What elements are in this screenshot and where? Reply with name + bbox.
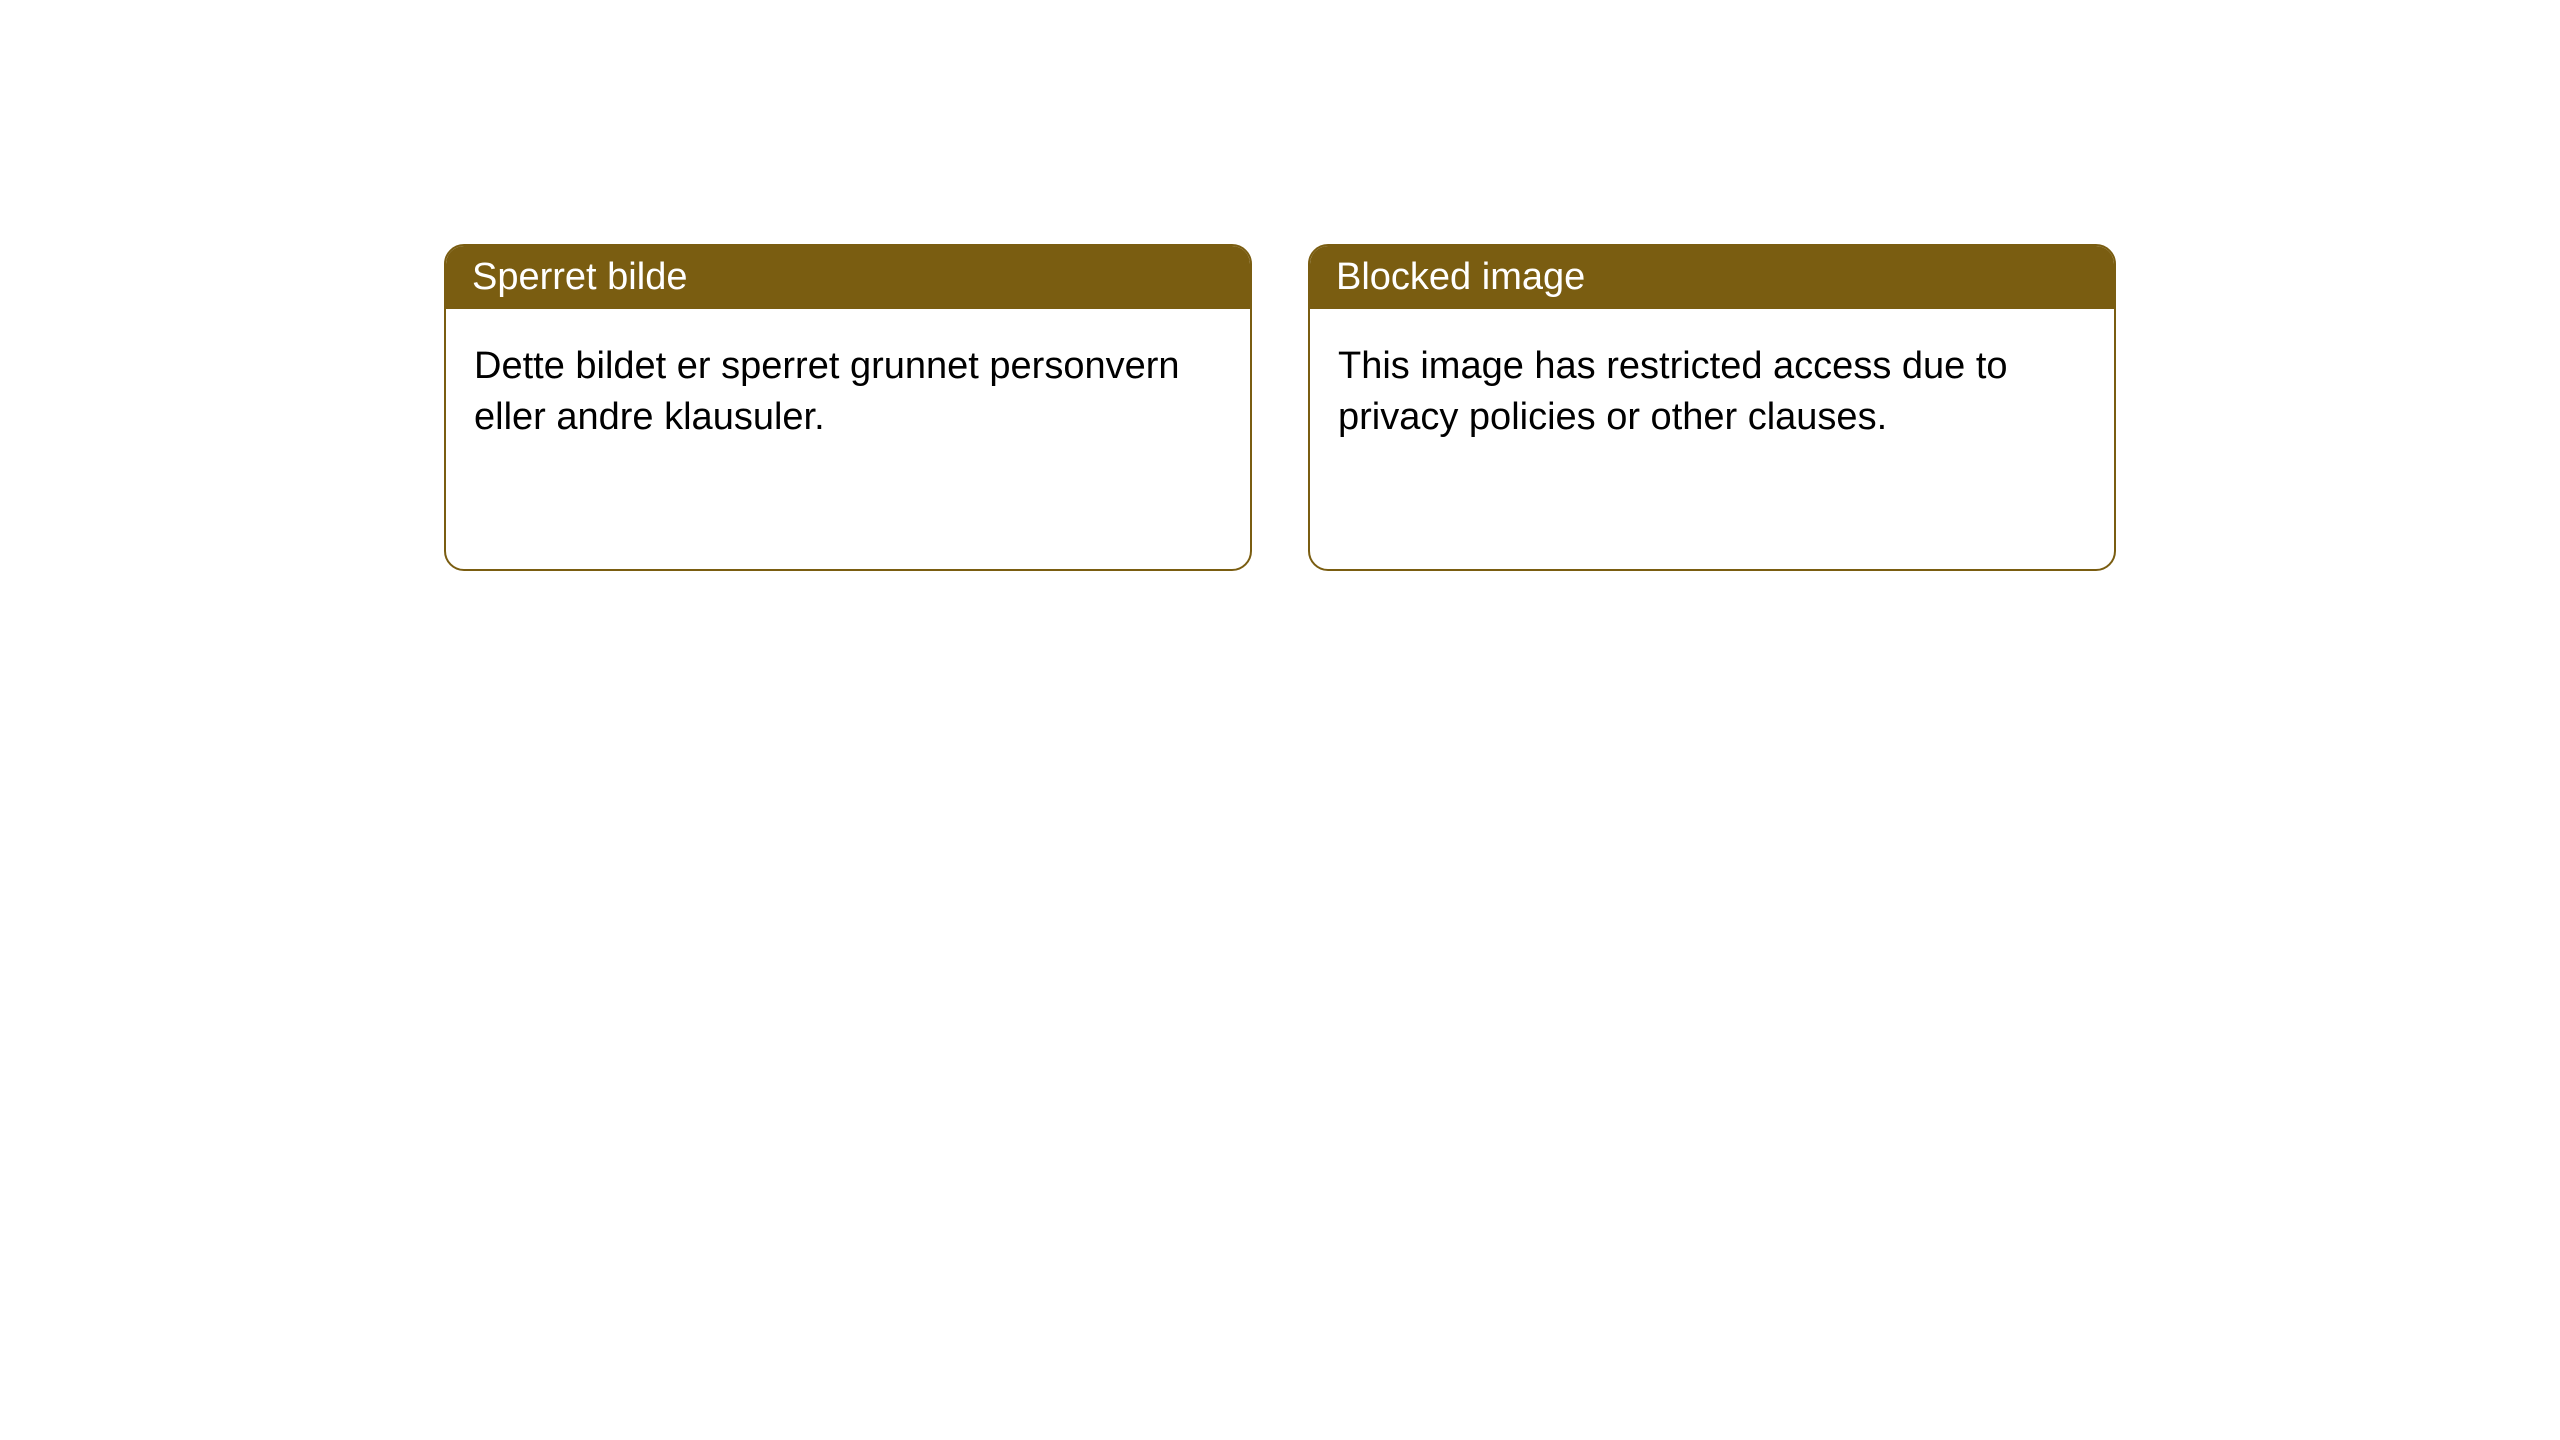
notice-body-en: This image has restricted access due to … xyxy=(1310,309,2114,569)
notice-card-en: Blocked image This image has restricted … xyxy=(1308,244,2116,571)
notice-title-no: Sperret bilde xyxy=(446,246,1250,309)
notice-card-no: Sperret bilde Dette bildet er sperret gr… xyxy=(444,244,1252,571)
notice-container: Sperret bilde Dette bildet er sperret gr… xyxy=(0,0,2560,571)
notice-body-no: Dette bildet er sperret grunnet personve… xyxy=(446,309,1250,569)
notice-title-en: Blocked image xyxy=(1310,246,2114,309)
